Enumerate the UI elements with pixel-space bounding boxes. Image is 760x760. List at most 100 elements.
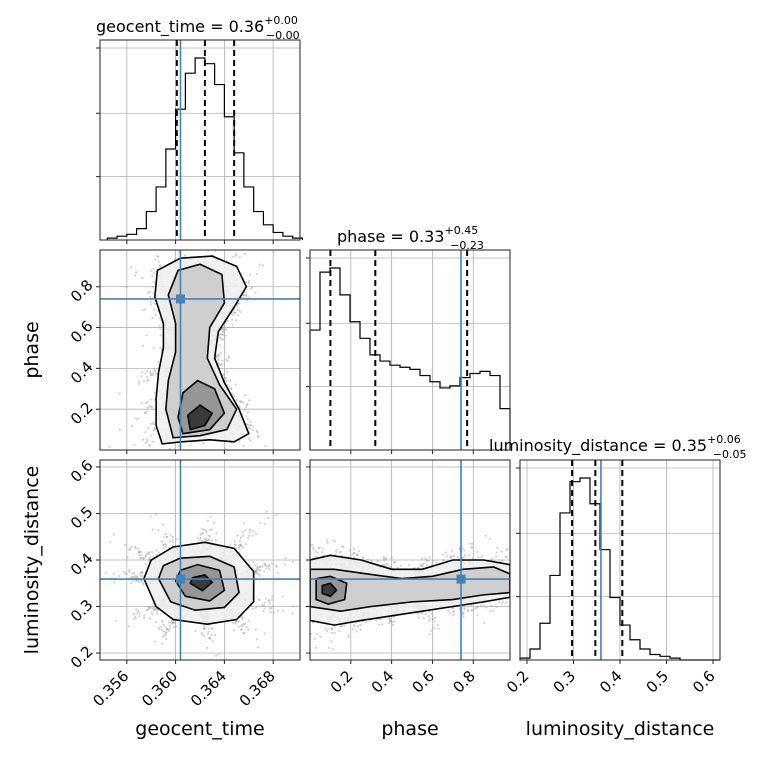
sample-point bbox=[203, 624, 206, 628]
sample-point bbox=[285, 624, 287, 626]
sample-point bbox=[250, 235, 252, 237]
sample-point bbox=[144, 401, 147, 404]
sample-point bbox=[217, 353, 220, 356]
sample-point bbox=[476, 613, 479, 616]
sample-point bbox=[248, 427, 252, 430]
sample-point bbox=[473, 607, 477, 610]
sample-point bbox=[375, 619, 378, 622]
sample-point bbox=[432, 559, 435, 562]
sample-point bbox=[181, 246, 183, 248]
sample-point bbox=[134, 547, 137, 550]
sample-point bbox=[229, 387, 233, 390]
sample-point bbox=[384, 557, 387, 560]
sample-point bbox=[140, 556, 143, 559]
sample-point bbox=[259, 569, 262, 572]
sample-point bbox=[155, 553, 158, 556]
sample-point bbox=[252, 425, 255, 428]
sample-point bbox=[252, 456, 254, 458]
sample-point bbox=[340, 624, 343, 628]
sample-point bbox=[325, 629, 329, 633]
sample-point bbox=[571, 548, 573, 550]
sample-point bbox=[202, 635, 206, 638]
sample-point bbox=[146, 400, 149, 404]
sample-point bbox=[140, 580, 143, 583]
sample-point bbox=[198, 538, 201, 541]
sample-point bbox=[214, 539, 217, 542]
sample-point bbox=[242, 294, 245, 297]
sample-point bbox=[167, 629, 171, 632]
sample-point bbox=[219, 364, 222, 367]
contour-line-level-3 bbox=[186, 404, 214, 431]
sample-point bbox=[247, 280, 251, 283]
sample-point bbox=[168, 624, 172, 627]
sample-point bbox=[314, 550, 317, 553]
sample-point bbox=[521, 572, 523, 574]
sample-point bbox=[525, 607, 527, 609]
sample-point bbox=[463, 607, 466, 610]
sample-point bbox=[135, 271, 138, 274]
sample-point bbox=[245, 423, 249, 426]
sample-point bbox=[432, 627, 436, 630]
sample-point bbox=[216, 358, 220, 362]
sample-point bbox=[303, 552, 305, 554]
sample-point bbox=[245, 403, 249, 407]
sample-point bbox=[394, 560, 397, 564]
sample-point bbox=[207, 534, 210, 537]
sample-point bbox=[215, 206, 217, 208]
sample-point bbox=[356, 625, 359, 628]
sample-point bbox=[140, 553, 143, 556]
sample-point bbox=[393, 620, 396, 623]
sample-point bbox=[235, 305, 239, 308]
sample-point bbox=[546, 591, 548, 593]
tick-label-y: 0.8 bbox=[67, 276, 97, 306]
sample-point bbox=[176, 245, 178, 247]
sample-point bbox=[331, 628, 334, 631]
sample-point bbox=[159, 334, 162, 337]
sample-point bbox=[238, 539, 242, 543]
sample-point bbox=[282, 609, 285, 612]
sample-point bbox=[248, 534, 251, 537]
sample-point bbox=[224, 334, 227, 337]
sample-point bbox=[501, 559, 504, 562]
sample-point bbox=[263, 601, 266, 605]
sample-point bbox=[513, 603, 515, 605]
sample-point bbox=[238, 405, 241, 408]
sample-point bbox=[480, 604, 483, 607]
sample-point bbox=[263, 563, 266, 566]
sample-point bbox=[351, 553, 354, 556]
truth-point bbox=[175, 574, 185, 584]
sample-point bbox=[321, 547, 324, 550]
sample-point bbox=[151, 551, 154, 554]
sample-point bbox=[302, 617, 304, 619]
sample-point bbox=[501, 600, 504, 603]
sample-point bbox=[365, 621, 368, 624]
sample-point bbox=[232, 314, 235, 317]
sample-point bbox=[119, 482, 121, 484]
sample-point bbox=[160, 540, 164, 543]
sample-point bbox=[207, 627, 210, 630]
sample-point bbox=[436, 624, 439, 627]
sample-point bbox=[159, 346, 162, 349]
sample-point bbox=[148, 558, 151, 561]
sample-point bbox=[422, 617, 425, 620]
sample-point bbox=[480, 555, 483, 558]
sample-point bbox=[210, 633, 213, 636]
sample-point bbox=[136, 575, 139, 578]
sample-point bbox=[259, 506, 261, 508]
sample-point bbox=[448, 612, 452, 615]
sample-point bbox=[496, 546, 499, 549]
sample-point bbox=[151, 607, 154, 610]
panel-frame bbox=[99, 39, 301, 241]
sample-point bbox=[274, 533, 276, 535]
sample-point bbox=[157, 551, 160, 554]
sample-point bbox=[157, 260, 160, 263]
sample-point bbox=[276, 609, 280, 612]
sample-point bbox=[257, 526, 259, 528]
sample-point bbox=[251, 214, 253, 216]
sample-point bbox=[149, 605, 152, 608]
sample-point bbox=[154, 302, 157, 305]
sample-point bbox=[253, 229, 255, 231]
sample-point bbox=[148, 607, 151, 610]
sample-point bbox=[147, 607, 150, 610]
sample-point bbox=[476, 550, 479, 554]
